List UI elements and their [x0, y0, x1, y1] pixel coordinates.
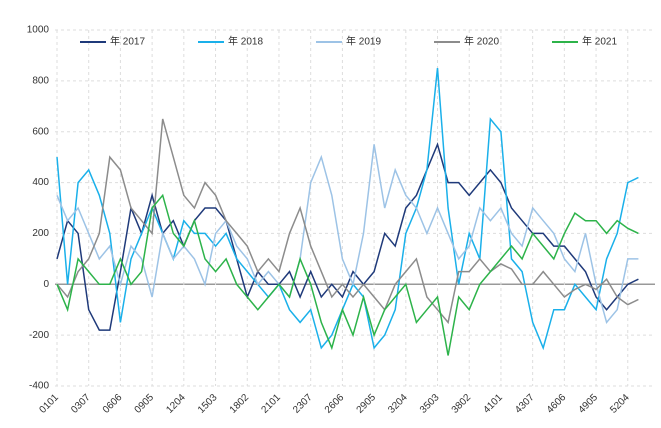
legend-label: 年 2020 [464, 35, 499, 48]
series-line [56, 68, 639, 351]
series-line [56, 142, 639, 331]
x-tick-label: 4101 [481, 392, 505, 416]
x-tick-label: 4307 [513, 392, 537, 416]
legend-label: 年 2017 [110, 35, 145, 48]
x-tick-label: 2905 [355, 392, 379, 416]
x-tick-label: 3204 [386, 392, 410, 416]
x-tick-label: 3503 [418, 392, 442, 416]
y-tick-label: 200 [32, 228, 49, 239]
x-tick-label: 0905 [133, 392, 157, 416]
legend-label: 年 2019 [346, 35, 381, 48]
series-line [56, 193, 639, 356]
series-line [56, 144, 639, 324]
x-tick-label: 2606 [323, 392, 347, 416]
x-tick-label: 2101 [259, 392, 283, 416]
x-tick-label: 0606 [101, 392, 125, 416]
y-tick-label: -400 [29, 381, 49, 392]
x-tick-label: 5204 [608, 392, 632, 416]
legend-label: 年 2018 [228, 35, 263, 48]
x-tick-label: 4606 [545, 392, 569, 416]
y-tick-label: 0 [43, 279, 49, 290]
x-tick-label: 1204 [164, 392, 188, 416]
y-tick-label: 1000 [27, 25, 50, 36]
x-tick-label: 2307 [291, 392, 315, 416]
legend-label: 年 2021 [582, 35, 617, 48]
y-tick-label: 400 [32, 177, 49, 188]
y-tick-label: -200 [29, 330, 49, 341]
x-tick-label: 4905 [577, 392, 601, 416]
x-tick-label: 1802 [228, 392, 252, 416]
x-tick-label: 1503 [196, 392, 220, 416]
series-line [56, 118, 639, 325]
x-tick-label: 0307 [69, 392, 93, 416]
x-tick-label: 0101 [37, 392, 61, 416]
y-tick-label: 600 [32, 126, 49, 137]
y-tick-label: 800 [32, 75, 49, 86]
x-tick-label: 3802 [450, 392, 474, 416]
